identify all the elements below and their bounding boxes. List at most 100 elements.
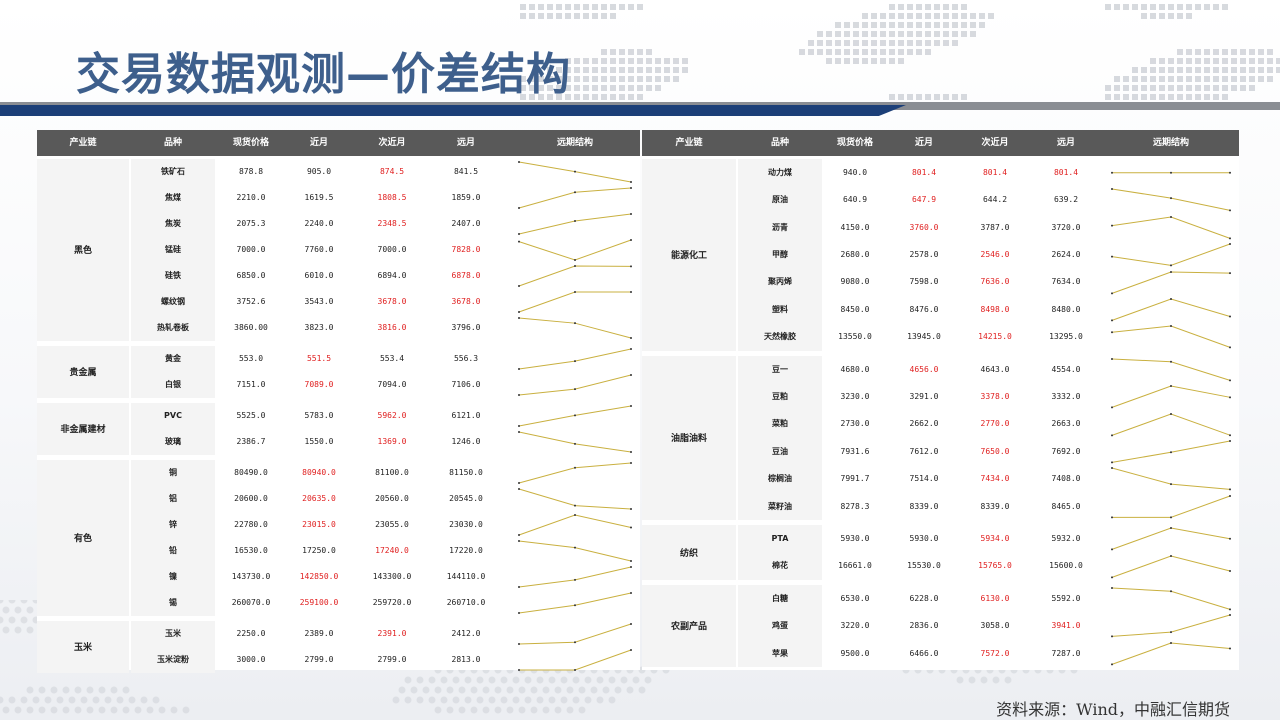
price-spot: 7991.7	[840, 474, 870, 484]
price-far: 7828.0	[451, 245, 481, 254]
forward-curve-sparkline	[1111, 412, 1231, 436]
page-title: 交易数据观测—价差结构	[76, 49, 571, 100]
sparkline-point	[1229, 608, 1231, 611]
price-spot: 7931.6	[840, 446, 870, 456]
price-next: 259720.0	[372, 598, 412, 607]
forward-curve-sparkline	[518, 291, 632, 313]
price-spot: 80490.0	[234, 468, 268, 477]
price-next: 5934.0	[980, 533, 1010, 543]
sparkline-path	[518, 540, 632, 562]
group-cell	[642, 585, 736, 668]
item-name: 聚丙烯	[768, 277, 792, 287]
price-far: 15600.0	[1049, 561, 1083, 571]
price-far: 2412.0	[451, 629, 481, 638]
sparkline-point	[630, 462, 632, 464]
sparkline-point	[574, 322, 576, 325]
price-spot: 143730.0	[231, 572, 271, 581]
price-far: 81150.0	[449, 468, 483, 477]
sparkline-point	[518, 233, 520, 235]
item-column-bg	[131, 159, 215, 341]
price-near: 3543.0	[304, 297, 334, 306]
price-near: 7089.0	[304, 380, 334, 389]
price-near: 905.0	[306, 167, 332, 176]
sparkline-point	[630, 348, 632, 350]
sparkline-path	[1111, 298, 1231, 321]
group-label: 贵金属	[69, 368, 97, 378]
price-far: 8465.0	[1051, 501, 1081, 511]
forward-curve-sparkline	[1111, 385, 1231, 409]
forward-curve-sparkline	[1111, 357, 1231, 382]
price-far: 2813.0	[451, 655, 481, 664]
sparkline-point	[1111, 467, 1113, 470]
price-next: 7434.0	[980, 474, 1010, 484]
price-next: 1808.5	[377, 193, 407, 202]
price-spot: 22780.0	[234, 520, 268, 529]
forward-curve-sparkline	[518, 265, 632, 287]
sparkline-point	[574, 191, 576, 194]
sparkline-point	[630, 526, 632, 529]
price-next: 15765.0	[978, 561, 1012, 571]
sparkline-point	[574, 641, 576, 644]
forward-curve-sparkline	[1111, 554, 1231, 578]
sparkline-point	[1170, 631, 1172, 634]
header-cell: 次近月	[981, 138, 1009, 148]
price-spot: 20600.0	[234, 494, 268, 503]
price-far: 7287.0	[1051, 648, 1081, 658]
sparkline-path	[1111, 385, 1231, 409]
item-column-bg	[738, 525, 822, 580]
sparkline-point	[1170, 264, 1172, 267]
sparkline-point	[1111, 548, 1113, 551]
sparkline-point	[630, 239, 632, 241]
group-label: 油脂油料	[670, 434, 707, 444]
price-near: 7598.0	[909, 277, 939, 287]
sparkline-path	[1112, 495, 1231, 518]
sparkline-point	[1111, 291, 1113, 294]
sparkline-point	[630, 187, 632, 189]
sparkline-point	[1170, 527, 1172, 530]
forward-curve-sparkline	[518, 187, 632, 209]
forward-curve-sparkline	[518, 649, 632, 671]
price-far: 2663.0	[1051, 419, 1081, 429]
price-near: 259100.0	[299, 598, 339, 607]
item-name: 棕榈油	[768, 474, 792, 484]
price-far: 7634.0	[1051, 277, 1081, 287]
item-column-bg	[131, 346, 215, 398]
price-far: 6878.0	[451, 271, 481, 280]
item-name: 沥青	[772, 222, 788, 232]
sparkline-point	[1229, 346, 1231, 349]
sparkline-point	[574, 265, 576, 267]
forward-curve-sparkline	[1111, 298, 1231, 322]
sparkline-point	[1170, 412, 1172, 415]
world-map-background	[520, 4, 1280, 100]
sparkline-point	[1229, 614, 1231, 617]
price-spot: 5930.0	[840, 533, 870, 543]
sparkline-point	[518, 534, 520, 536]
price-near: 17250.0	[302, 546, 336, 555]
sparkline-point	[1229, 243, 1231, 246]
price-far: 1859.0	[451, 193, 481, 202]
sparkline-point	[574, 442, 576, 445]
forward-curve-sparkline	[1111, 587, 1231, 611]
price-far: 556.3	[453, 354, 479, 363]
sparkline-path	[1111, 325, 1231, 349]
sparkline-point	[630, 291, 632, 293]
item-name: 菜籽油	[768, 501, 792, 511]
sparkline-path	[518, 462, 632, 484]
sparkline-path	[518, 317, 632, 339]
forward-curve-sparkline	[518, 317, 632, 339]
price-next: 7650.0	[980, 446, 1010, 456]
forward-curve-sparkline	[1111, 527, 1231, 551]
price-near: 142850.0	[299, 572, 339, 581]
sparkline-point	[1111, 461, 1113, 464]
sparkline-point	[518, 612, 520, 614]
price-spot: 2730.0	[840, 419, 870, 429]
price-near: 551.5	[306, 354, 332, 363]
price-spot: 7000.0	[236, 245, 266, 254]
group-cell	[642, 159, 736, 351]
item-name: PTA	[771, 533, 789, 543]
price-next: 1369.0	[377, 437, 407, 446]
sparkline-point	[1170, 360, 1172, 363]
sparkline-path	[518, 592, 632, 614]
header-cell: 远期结构	[1152, 138, 1189, 148]
header-cell: 品种	[770, 138, 789, 148]
